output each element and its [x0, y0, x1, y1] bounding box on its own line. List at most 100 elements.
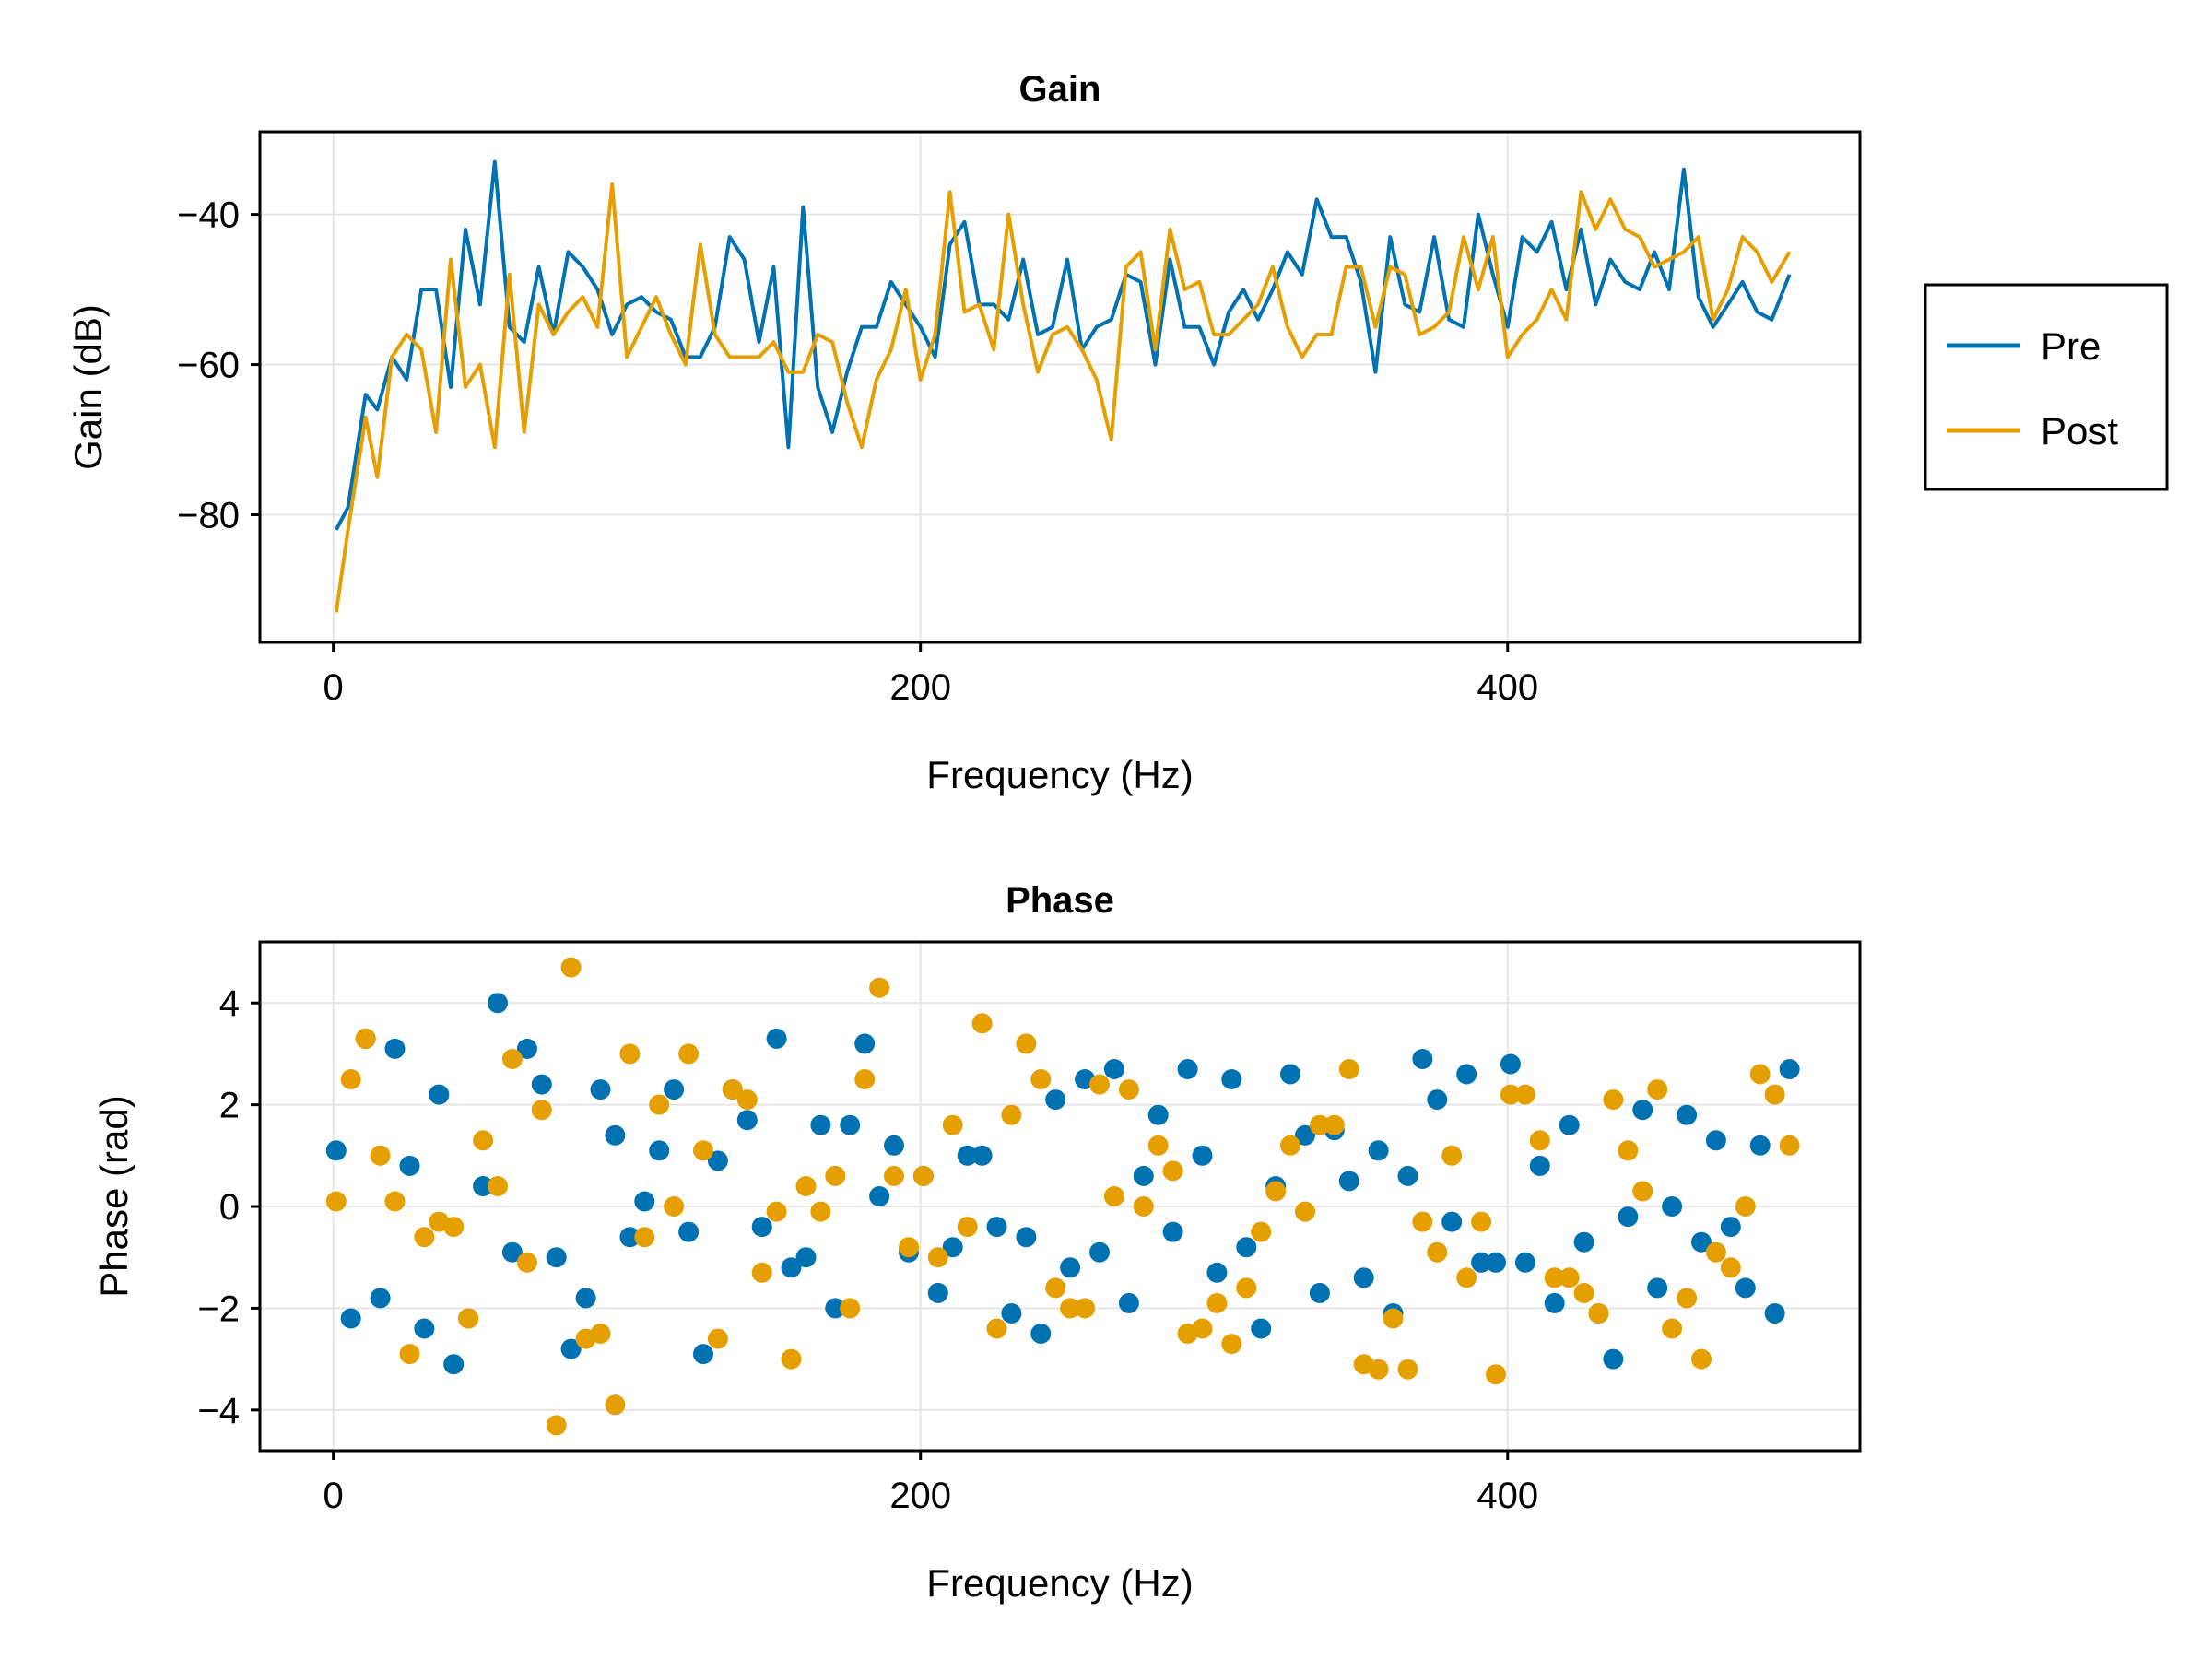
phase-pre-point: [1735, 1277, 1756, 1299]
gain-y-axis-label: Gain (dB): [66, 304, 110, 470]
phase-title: Phase: [1006, 880, 1114, 921]
phase-pre-point: [927, 1282, 948, 1303]
phase-y-tick-label: 4: [219, 983, 240, 1024]
phase-post-point: [1544, 1267, 1565, 1288]
phase-x-tick-label: 400: [1477, 1476, 1538, 1516]
gain-y-tick-label: −80: [177, 496, 240, 536]
gain-title: Gain: [1019, 69, 1101, 110]
phase-post-point: [1603, 1089, 1624, 1111]
phase-pre-point: [1045, 1089, 1066, 1111]
phase-y-ticks: 4 2 0 −2 −4: [197, 983, 260, 1431]
phase-post-point: [1705, 1241, 1726, 1263]
phase-pre-point: [1353, 1267, 1374, 1288]
phase-post-point: [1295, 1201, 1315, 1222]
gain-panel: Gain 0 200 400 −40 −60 −80 Frequency (Hz) Ga…: [66, 69, 1862, 796]
phase-post-point: [854, 1069, 876, 1089]
phase-post-point: [501, 1049, 523, 1069]
phase-post-point: [340, 1069, 361, 1089]
phase-pre-point: [1647, 1277, 1668, 1299]
gain-y-tick-label: −40: [177, 195, 240, 236]
gain-plot-frame: [258, 130, 1862, 644]
phase-post-point: [825, 1165, 846, 1186]
phase-pre-point: [1206, 1262, 1228, 1283]
phase-pre-point: [1103, 1059, 1124, 1079]
phase-post-point: [1559, 1267, 1580, 1288]
phase-pre-point: [1529, 1155, 1550, 1176]
phase-post-point: [927, 1247, 948, 1268]
gain-x-ticks: 0 200 400: [324, 642, 1538, 708]
phase-pre-point: [884, 1135, 904, 1156]
phase-post-point: [1529, 1130, 1550, 1151]
phase-post-point: [899, 1237, 919, 1258]
phase-post-point: [1486, 1364, 1506, 1385]
phase-post-point: [1779, 1135, 1800, 1156]
phase-post-point: [399, 1344, 420, 1365]
phase-pre-point: [751, 1217, 772, 1238]
phase-post-point: [1368, 1359, 1389, 1380]
phase-pre-point: [1089, 1241, 1110, 1263]
phase-post-point: [1632, 1181, 1653, 1202]
phase-post-point: [1221, 1334, 1242, 1355]
phase-pre-point: [707, 1150, 728, 1171]
phase-pre-point: [1368, 1140, 1389, 1161]
phase-series: [325, 957, 1800, 1436]
phase-post-point: [707, 1328, 728, 1349]
phase-pre-point: [1192, 1145, 1213, 1166]
phase-pre-point: [1573, 1231, 1594, 1253]
legend-box: [1924, 283, 2169, 491]
phase-post-point: [1749, 1064, 1771, 1085]
phase-post-point: [1280, 1135, 1300, 1156]
phase-post-point: [1118, 1079, 1139, 1100]
phase-pre-point: [1764, 1303, 1785, 1324]
phase-post-point: [884, 1165, 904, 1186]
phase-post-point: [516, 1252, 537, 1273]
phase-pre-point: [1441, 1211, 1463, 1232]
phase-x-tick-label: 200: [889, 1476, 951, 1516]
phase-post-point: [1441, 1145, 1463, 1166]
gain-x-tick-label: 0: [324, 667, 344, 708]
phase-post-point: [1514, 1084, 1535, 1105]
phase-pre-point: [1147, 1104, 1169, 1125]
phase-post-point: [1720, 1257, 1741, 1278]
phase-post-point: [795, 1176, 817, 1196]
phase-post-point: [869, 977, 890, 998]
phase-post-point: [1677, 1288, 1698, 1309]
phase-pre-point: [664, 1079, 685, 1100]
phase-pre-point: [1705, 1130, 1726, 1151]
phase-pre-point: [1618, 1206, 1639, 1228]
phase-post-point: [384, 1191, 406, 1212]
phase-post-point: [1382, 1308, 1404, 1329]
phase-post-point: [986, 1318, 1007, 1339]
phase-pre-point: [1030, 1324, 1052, 1344]
phase-post-point: [1251, 1221, 1272, 1242]
phase-pre-point: [1603, 1348, 1624, 1370]
phase-post-point: [619, 1043, 641, 1065]
phase-post-point: [810, 1201, 831, 1222]
phase-pre-point: [488, 993, 508, 1014]
phase-post-point: [1075, 1298, 1096, 1319]
gain-x-axis-label: Frequency (Hz): [926, 753, 1193, 796]
gain-pre-line: [335, 159, 1792, 531]
phase-plot-frame: [258, 940, 1862, 1453]
phase-post-point: [1456, 1267, 1477, 1288]
phase-y-tick-label: −2: [197, 1288, 240, 1329]
phase-post-point: [722, 1079, 743, 1100]
phase-post-point: [1412, 1211, 1433, 1232]
phase-post-point: [649, 1094, 670, 1115]
phase-post-point: [1045, 1277, 1066, 1299]
phase-pre-point: [1221, 1069, 1242, 1089]
phase-pre-point: [501, 1241, 523, 1263]
phase-post-point: [1147, 1135, 1169, 1156]
phase-pre-point: [370, 1288, 391, 1309]
phase-pre-point: [854, 1033, 876, 1054]
phase-pre-point: [766, 1028, 787, 1049]
phase-post-point: [458, 1308, 479, 1329]
phase-post-point: [1309, 1114, 1330, 1135]
phase-post-point: [1016, 1033, 1037, 1054]
phase-pre-point: [1486, 1252, 1506, 1273]
phase-post-point: [957, 1217, 978, 1238]
phase-pre-point: [678, 1221, 700, 1242]
phase-pre-point: [736, 1110, 758, 1131]
phase-post-point: [971, 1013, 993, 1034]
